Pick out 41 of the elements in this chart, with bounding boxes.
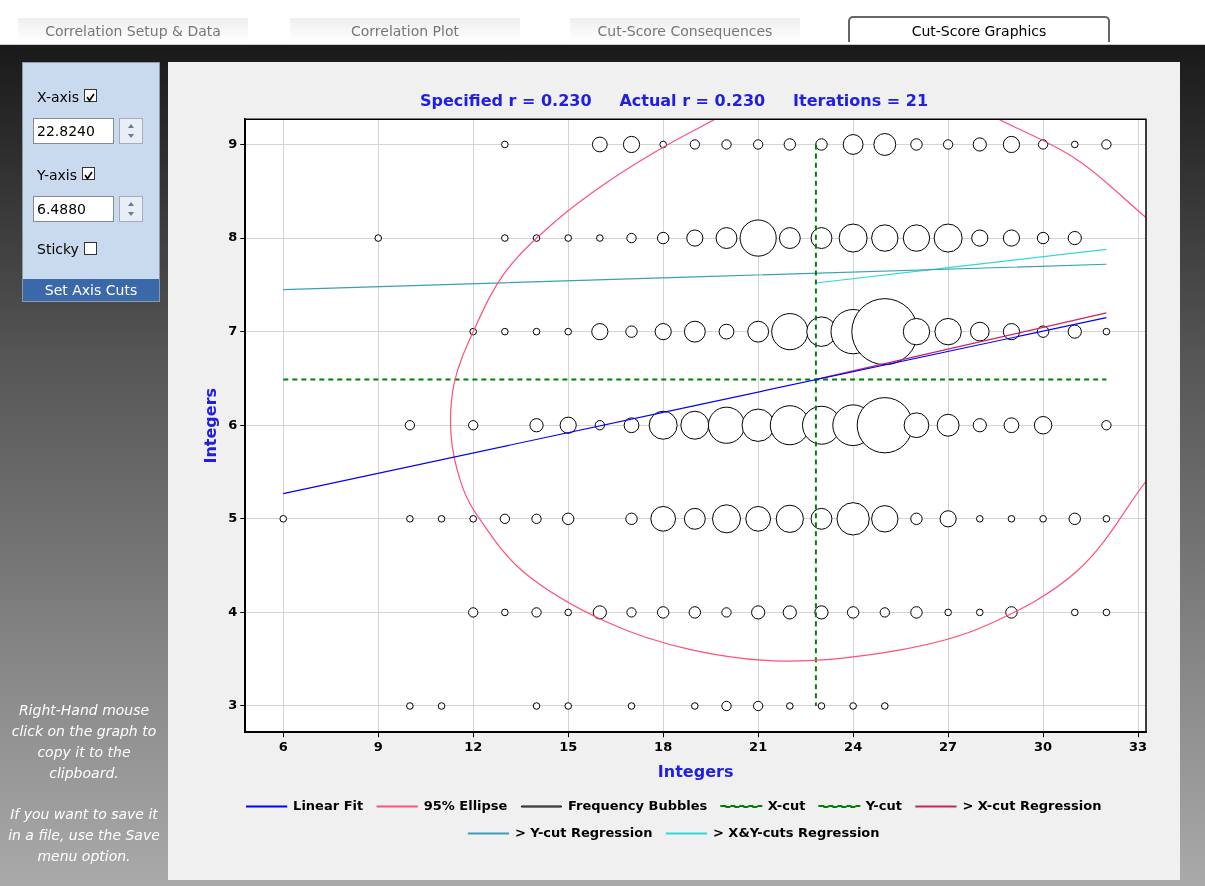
line-series: [449, 119, 1146, 662]
text: Cut-Score Consequences: [570, 18, 800, 42]
text: 6.4880: [33, 196, 114, 222]
text: X-axis: [37, 89, 80, 105]
y-tick-label: 8: [228, 229, 238, 245]
legend-label: > Y-cut Regression: [514, 824, 653, 840]
y-tick-label: 4: [228, 603, 238, 619]
x-axis-title: Integers: [657, 761, 734, 781]
legend-label: 95% Ellipse: [423, 797, 508, 813]
y-tick-label: 5: [228, 510, 238, 526]
x-tick-label: 15: [559, 739, 578, 755]
x-tick-label: 27: [939, 739, 958, 755]
y-tick-label: 6: [228, 416, 238, 432]
x-tick-label: 12: [464, 739, 483, 755]
text: If you want to save it in a file, use the Save menu option.: [8, 805, 160, 866]
legend-label: Frequency Bubbles: [567, 797, 708, 813]
text: 22.8240: [33, 118, 114, 144]
x-tick-label: 18: [654, 739, 673, 755]
y-tick-label: 7: [228, 323, 238, 339]
legend-label: Y-cut: [864, 797, 902, 813]
x-tick-label: 24: [844, 739, 863, 755]
text: Set Axis Cuts: [23, 279, 159, 301]
legend-label: > X-cut Regression: [962, 797, 1102, 813]
legend-label: Linear Fit: [293, 797, 364, 813]
y-axis-title: Integers: [200, 387, 220, 464]
text: Correlation Setup & Data: [18, 18, 248, 42]
x-tick-label: 6: [278, 739, 288, 755]
y-tick-label: 9: [228, 135, 238, 151]
text: Correlation Plot: [290, 18, 520, 42]
x-tick-label: 30: [1034, 739, 1053, 755]
text: Cut-Score Graphics: [848, 16, 1110, 42]
text: Y-axis: [37, 167, 78, 183]
legend-label: X-cut: [767, 797, 806, 813]
text: Right-Hand mouse click on the graph to copy it to the clipboard.: [10, 701, 158, 783]
text: Sticky: [37, 241, 80, 257]
chart-title: Specified r = 0.230 Actual r = 0.230 Iterations = 21: [419, 90, 929, 110]
x-tick-label: 21: [749, 739, 768, 755]
legend-label: > X&Y-cuts Regression: [712, 824, 880, 840]
y-tick-label: 3: [228, 697, 238, 713]
x-tick-label: 9: [373, 739, 383, 755]
x-tick-label: 33: [1129, 739, 1148, 755]
